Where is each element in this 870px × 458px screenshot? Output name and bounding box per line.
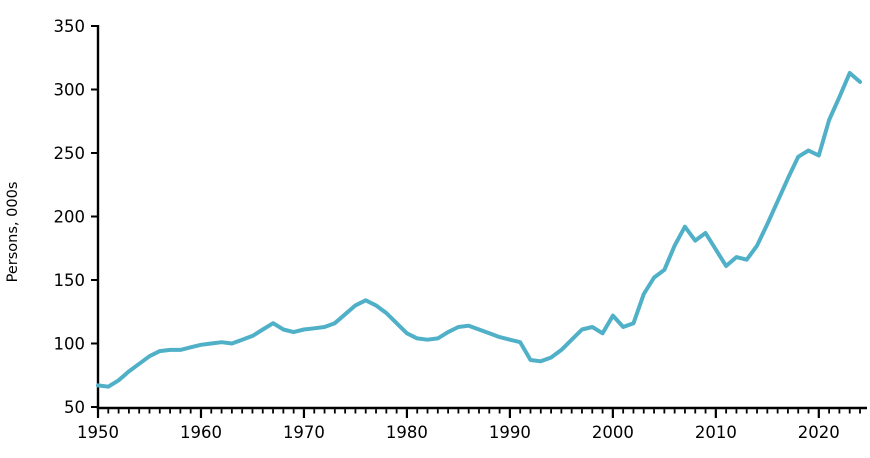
y-axis-tick-label: 50 [64, 398, 85, 417]
x-axis-tick-label: 1960 [180, 423, 222, 442]
data-series-line [96, 71, 862, 389]
x-axis-tick-label: 1950 [77, 423, 119, 442]
y-axis-tick-label: 200 [54, 207, 86, 226]
x-axis-tick-label: 2020 [798, 423, 840, 442]
x-axis-tick-label: 2010 [695, 423, 737, 442]
y-axis-tick-label: 250 [54, 144, 86, 163]
x-axis-tick-label: 1970 [283, 423, 325, 442]
y-axis-tick-label: 150 [54, 271, 86, 290]
x-axis-tick-label: 1990 [489, 423, 531, 442]
y-axis-tick-label: 100 [54, 334, 86, 353]
data-series [96, 71, 862, 389]
x-axis-tick-label: 1980 [386, 423, 428, 442]
x-axis-tick-label: 2000 [592, 423, 634, 442]
y-axis: 50 100 150 200 250 300 350 [54, 17, 100, 417]
x-axis: 1950 1960 1970 1980 1990 2000 2010 2020 [77, 406, 867, 442]
y-axis-title: Persons, 000s [5, 182, 21, 283]
y-axis-tick-label: 300 [54, 80, 86, 99]
y-axis-tick-label: 350 [54, 17, 86, 36]
